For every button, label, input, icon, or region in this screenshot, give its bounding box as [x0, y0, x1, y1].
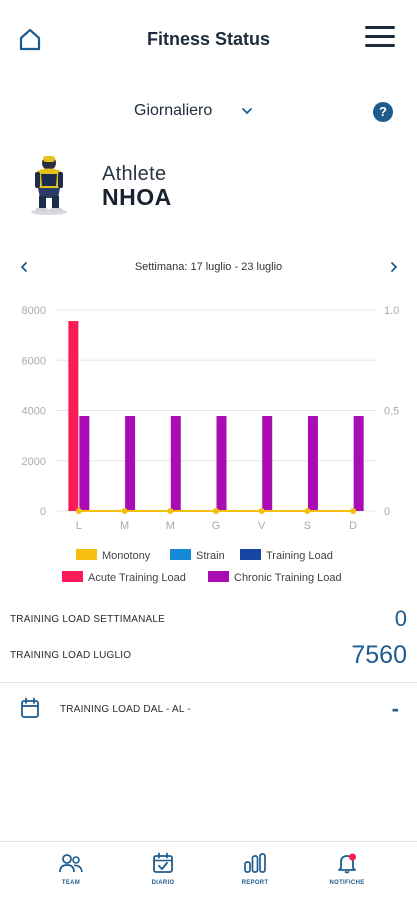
help-button[interactable]: ? [373, 102, 393, 122]
range-label: TRAINING LOAD DAL - AL - [60, 704, 191, 715]
athlete-name: NHOA [102, 184, 172, 210]
bottom-navigation: TEAM DIARIO REPORT NOTIFICHE [0, 841, 417, 900]
legend-swatch [240, 549, 261, 560]
legend-swatch [170, 549, 191, 560]
bar-chronic [170, 416, 181, 511]
legend-label: Chronic Training Load [234, 572, 342, 584]
y-tick-label: 6000 [22, 355, 46, 367]
legend-swatch [62, 571, 83, 582]
chevron-left-icon[interactable] [18, 260, 30, 274]
page-title: Fitness Status [146, 29, 271, 49]
stat-label-monthly: TRAINING LOAD LUGLIO [10, 650, 132, 661]
chevron-down-icon[interactable] [240, 104, 254, 118]
nav-report-label: REPORT [241, 880, 269, 886]
x-tick-label: L [76, 520, 82, 532]
y-tick-label: 0 [40, 506, 46, 518]
y-tick-label: 8000 [22, 305, 46, 317]
legend-label: Strain [196, 550, 225, 562]
legend-label: Acute Training Load [88, 572, 186, 584]
stat-label-weekly: TRAINING LOAD SETTIMANALE [10, 614, 166, 625]
range-value: - [391, 696, 399, 721]
top-bar: Fitness Status [0, 0, 417, 80]
nav-notifiche[interactable]: NOTIFICHE [317, 852, 377, 886]
fitness-chart: 0 2000 4000 6000 8000 0 0.5 1.0 L M M G V S D Monotony S… [22, 305, 400, 584]
nav-team[interactable]: TEAM [41, 852, 101, 886]
point-monotony [213, 508, 219, 514]
nav-report[interactable]: REPORT [225, 852, 285, 886]
legend-swatch [208, 571, 229, 582]
y-tick-label: 2000 [22, 456, 46, 468]
calendar-icon[interactable] [20, 697, 40, 719]
week-label: Settimana: 17 luglio - 23 luglio [134, 261, 283, 273]
point-monotony [304, 508, 311, 514]
chevron-right-icon[interactable] [388, 260, 400, 274]
hamburger-menu-icon [365, 26, 395, 29]
y-tick-label: 4000 [22, 406, 46, 418]
bar-chronic [216, 416, 227, 511]
legend-swatch [76, 549, 97, 560]
bar-chronic [262, 416, 273, 511]
team-icon [59, 854, 83, 873]
menu-button[interactable] [365, 26, 395, 48]
period-dropdown[interactable]: Giornaliero [134, 102, 213, 119]
x-tick-label: M [120, 520, 129, 532]
x-tick-label: V [258, 520, 266, 532]
stat-value-monthly: 7560 [351, 641, 407, 669]
bar-chart-icon [244, 853, 266, 873]
x-tick-label: G [212, 520, 221, 532]
point-monotony [121, 508, 128, 514]
bar-chronic [125, 416, 136, 511]
point-monotony [75, 508, 82, 514]
nav-notifiche-label: NOTIFICHE [329, 880, 365, 886]
nav-diario-label: DIARIO [151, 880, 175, 886]
bell-icon [338, 853, 356, 874]
legend-label: Monotony [102, 550, 151, 562]
x-tick-label: D [349, 520, 357, 532]
point-monotony [167, 508, 174, 514]
nav-diario[interactable]: DIARIO [133, 852, 193, 886]
stat-value-weekly: 0 [394, 606, 407, 631]
bar-chronic [79, 416, 90, 511]
point-monotony [258, 508, 265, 514]
x-tick-label: S [304, 520, 311, 532]
bar-chronic [353, 416, 364, 511]
athlete-label: Athlete [102, 163, 167, 185]
divider [0, 682, 417, 683]
nav-team-label: TEAM [61, 880, 81, 886]
y2-tick-label: 1.0 [384, 305, 399, 317]
bar-chronic [307, 416, 318, 511]
stat-row-weekly: TRAINING LOAD SETTIMANALE 0 [10, 606, 407, 632]
home-icon [19, 28, 41, 51]
calendar-check-icon [153, 852, 173, 873]
point-monotony [350, 508, 357, 514]
athlete-avatar [31, 156, 67, 215]
y2-tick-label: 0.5 [384, 406, 399, 418]
x-tick-label: M [166, 520, 175, 532]
stat-row-monthly: TRAINING LOAD LUGLIO 7560 [10, 641, 407, 669]
home-button[interactable] [16, 26, 44, 52]
legend-label: Training Load [266, 550, 333, 562]
bar-acute [68, 321, 79, 511]
y2-tick-label: 0 [384, 506, 390, 518]
